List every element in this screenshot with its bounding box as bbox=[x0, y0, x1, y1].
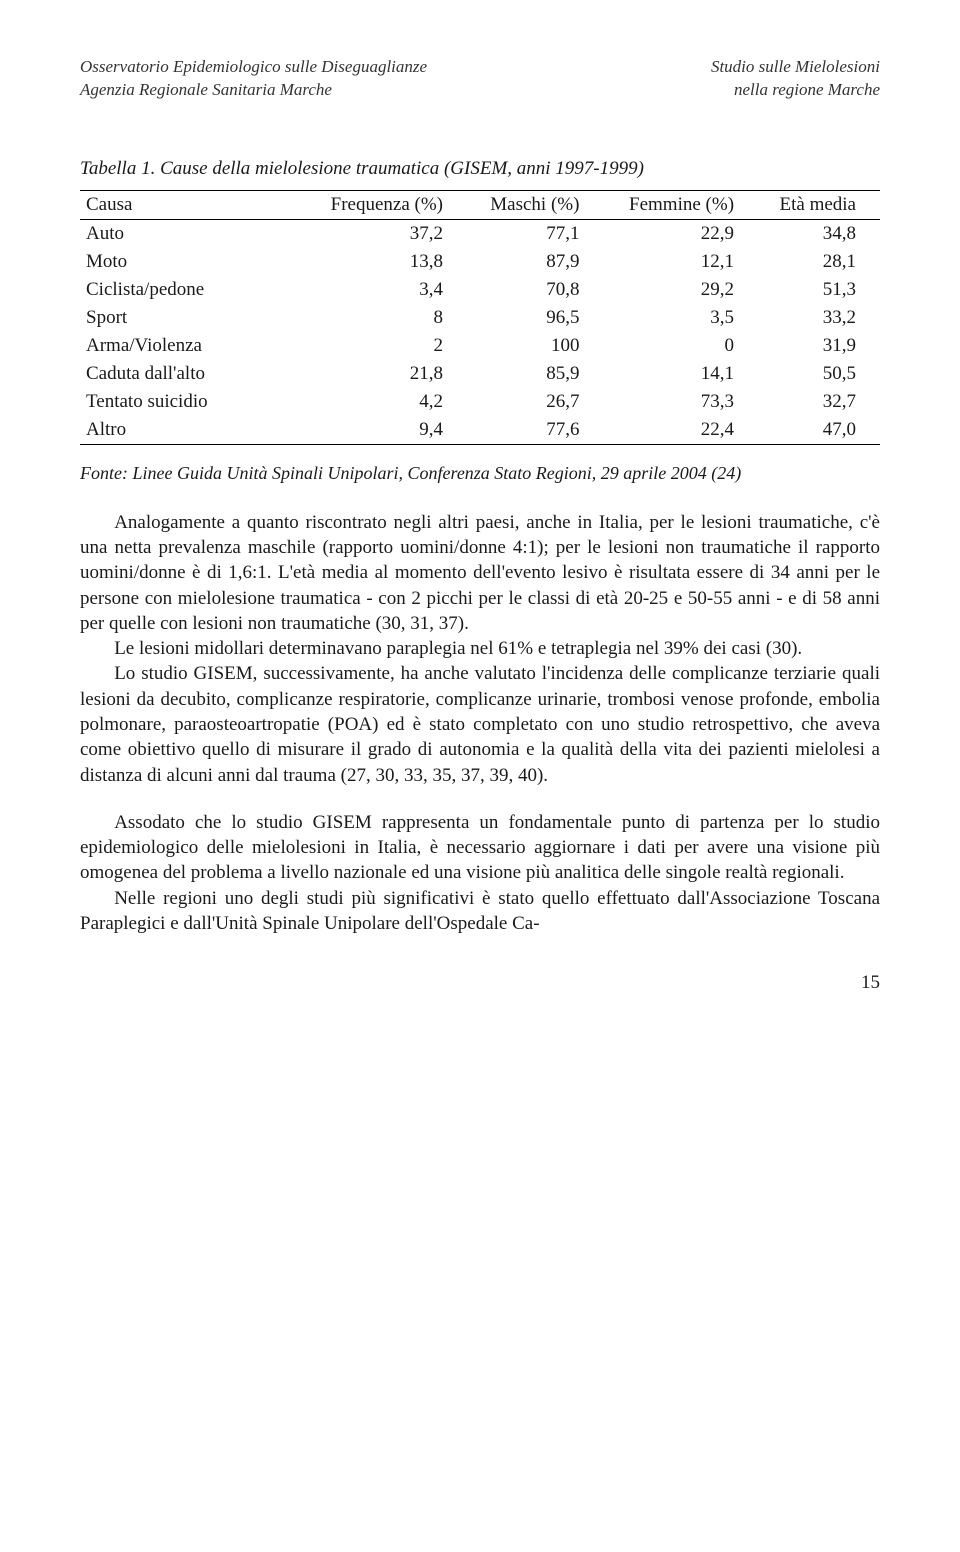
paragraph: Assodato che lo studio GISEM rappresenta… bbox=[80, 810, 880, 886]
table-row: Altro 9,4 77,6 22,4 47,0 bbox=[80, 416, 880, 445]
cell-femmine: 3,5 bbox=[603, 304, 758, 332]
col-femmine: Femmine (%) bbox=[603, 190, 758, 219]
cell-femmine: 14,1 bbox=[603, 360, 758, 388]
table-caption: Tabella 1. Cause della mielolesione trau… bbox=[80, 158, 880, 180]
cell-maschi: 85,9 bbox=[467, 360, 603, 388]
cell-causa: Caduta dall'alto bbox=[80, 360, 304, 388]
table-row: Moto 13,8 87,9 12,1 28,1 bbox=[80, 248, 880, 276]
table-row: Caduta dall'alto 21,8 85,9 14,1 50,5 bbox=[80, 360, 880, 388]
table-source: Fonte: Linee Guida Unità Spinali Unipola… bbox=[80, 463, 880, 484]
cell-eta: 34,8 bbox=[758, 219, 880, 248]
cell-freq: 3,4 bbox=[304, 276, 467, 304]
cell-femmine: 73,3 bbox=[603, 388, 758, 416]
cell-freq: 13,8 bbox=[304, 248, 467, 276]
cell-freq: 9,4 bbox=[304, 416, 467, 445]
cell-eta: 32,7 bbox=[758, 388, 880, 416]
cell-femmine: 29,2 bbox=[603, 276, 758, 304]
cell-eta: 51,3 bbox=[758, 276, 880, 304]
cell-femmine: 22,4 bbox=[603, 416, 758, 445]
cell-causa: Arma/Violenza bbox=[80, 332, 304, 360]
col-frequenza: Frequenza (%) bbox=[304, 190, 467, 219]
table-header-row: Causa Frequenza (%) Maschi (%) Femmine (… bbox=[80, 190, 880, 219]
cell-freq: 37,2 bbox=[304, 219, 467, 248]
header-left-line1: Osservatorio Epidemiologico sulle Disegu… bbox=[80, 56, 427, 79]
cell-freq: 21,8 bbox=[304, 360, 467, 388]
paragraph: Lo studio GISEM, successivamente, ha anc… bbox=[80, 661, 880, 787]
cell-causa: Altro bbox=[80, 416, 304, 445]
col-eta: Età media bbox=[758, 190, 880, 219]
cell-causa: Tentato suicidio bbox=[80, 388, 304, 416]
cell-maschi: 70,8 bbox=[467, 276, 603, 304]
cell-femmine: 0 bbox=[603, 332, 758, 360]
table-row: Tentato suicidio 4,2 26,7 73,3 32,7 bbox=[80, 388, 880, 416]
table-row: Sport 8 96,5 3,5 33,2 bbox=[80, 304, 880, 332]
cell-maschi: 77,1 bbox=[467, 219, 603, 248]
cell-maschi: 100 bbox=[467, 332, 603, 360]
page: Osservatorio Epidemiologico sulle Disegu… bbox=[0, 0, 960, 1034]
header-right: Studio sulle Mielolesioni nella regione … bbox=[711, 56, 880, 102]
header-left-line2: Agenzia Regionale Sanitaria Marche bbox=[80, 79, 427, 102]
paragraph: Nelle regioni uno degli studi più signif… bbox=[80, 886, 880, 937]
header-right-line1: Studio sulle Mielolesioni bbox=[711, 56, 880, 79]
cell-freq: 2 bbox=[304, 332, 467, 360]
cell-maschi: 87,9 bbox=[467, 248, 603, 276]
cell-eta: 47,0 bbox=[758, 416, 880, 445]
paragraph: Analogamente a quanto riscontrato negli … bbox=[80, 510, 880, 636]
cell-causa: Sport bbox=[80, 304, 304, 332]
paragraph: Le lesioni midollari determinavano parap… bbox=[80, 636, 880, 661]
header-right-line2: nella regione Marche bbox=[711, 79, 880, 102]
table-row: Arma/Violenza 2 100 0 31,9 bbox=[80, 332, 880, 360]
cell-causa: Ciclista/pedone bbox=[80, 276, 304, 304]
cell-eta: 28,1 bbox=[758, 248, 880, 276]
cell-freq: 8 bbox=[304, 304, 467, 332]
cell-eta: 31,9 bbox=[758, 332, 880, 360]
cell-freq: 4,2 bbox=[304, 388, 467, 416]
col-causa: Causa bbox=[80, 190, 304, 219]
table-row: Ciclista/pedone 3,4 70,8 29,2 51,3 bbox=[80, 276, 880, 304]
cell-femmine: 22,9 bbox=[603, 219, 758, 248]
table-row: Auto 37,2 77,1 22,9 34,8 bbox=[80, 219, 880, 248]
cell-maschi: 26,7 bbox=[467, 388, 603, 416]
cell-causa: Moto bbox=[80, 248, 304, 276]
cell-maschi: 96,5 bbox=[467, 304, 603, 332]
cell-eta: 50,5 bbox=[758, 360, 880, 388]
col-maschi: Maschi (%) bbox=[467, 190, 603, 219]
cell-eta: 33,2 bbox=[758, 304, 880, 332]
header-left: Osservatorio Epidemiologico sulle Disegu… bbox=[80, 56, 427, 102]
table-body: Auto 37,2 77,1 22,9 34,8 Moto 13,8 87,9 … bbox=[80, 219, 880, 444]
cell-femmine: 12,1 bbox=[603, 248, 758, 276]
cell-maschi: 77,6 bbox=[467, 416, 603, 445]
running-header: Osservatorio Epidemiologico sulle Disegu… bbox=[80, 56, 880, 102]
page-number: 15 bbox=[80, 972, 880, 994]
cell-causa: Auto bbox=[80, 219, 304, 248]
causes-table: Causa Frequenza (%) Maschi (%) Femmine (… bbox=[80, 190, 880, 445]
